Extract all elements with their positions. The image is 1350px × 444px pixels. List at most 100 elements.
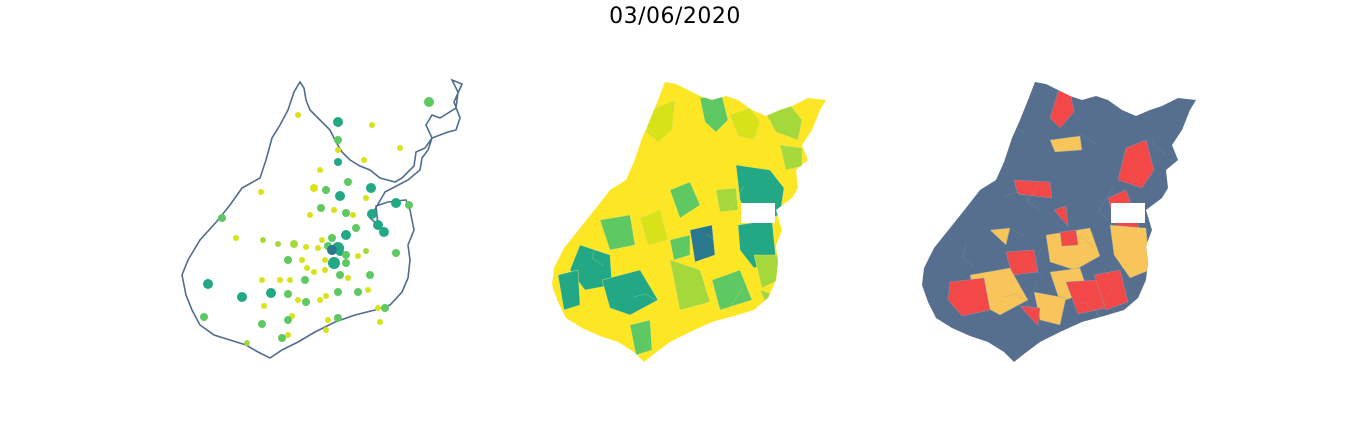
boundary-line [1077, 301, 1099, 313]
city-bubble [335, 191, 345, 201]
boundary-line [1151, 137, 1167, 155]
city-bubble [375, 305, 381, 311]
city-bubble [341, 230, 351, 240]
city-bubble [342, 251, 350, 259]
boundary-line [587, 175, 601, 201]
municipality-region [599, 214, 636, 251]
city-bubble [277, 277, 283, 283]
boundary-line [1076, 132, 1097, 145]
boundary-line [922, 82, 931, 91]
city-bubble [284, 290, 292, 298]
boundary-line [659, 349, 673, 362]
boundary-line [593, 142, 607, 165]
city-bubble [317, 297, 323, 303]
city-bubble [315, 245, 321, 251]
city-bubble [391, 198, 401, 208]
city-bubble [336, 248, 344, 256]
city-bubble [259, 277, 265, 283]
city-bubble [381, 304, 389, 312]
city-bubble [392, 249, 400, 257]
city-bubble [266, 288, 276, 298]
city-bubble [323, 293, 329, 299]
city-bubble [285, 332, 291, 338]
boundary-line [817, 283, 826, 293]
categorical-choropleth-panel [922, 82, 1196, 362]
city-bubble [397, 145, 403, 151]
city-bubble [367, 209, 377, 219]
boundary-line [704, 334, 723, 349]
city-bubble [328, 257, 340, 269]
boundary-line [1003, 191, 1031, 201]
city-bubble [311, 269, 317, 275]
municipality-region [1045, 227, 1101, 271]
boundary-line [661, 248, 675, 277]
boundary-line [706, 132, 727, 145]
city-bubble [334, 288, 342, 296]
boundary-line [1150, 238, 1165, 257]
city-bubble [369, 122, 375, 128]
boundary-line [1186, 115, 1196, 125]
city-bubble [363, 248, 369, 254]
city-bubble [284, 316, 292, 324]
city-bubble [350, 212, 356, 218]
state-outline [181, 78, 464, 359]
city-bubble [307, 212, 313, 218]
boundary-line [816, 115, 826, 125]
city-bubble [317, 167, 323, 173]
city-bubble [336, 271, 344, 279]
boundary-line [1027, 180, 1041, 211]
region-layer [922, 82, 1196, 362]
boundary-line [705, 233, 725, 247]
boundary-line [1075, 233, 1095, 247]
city-bubble [299, 257, 305, 263]
municipality-region [989, 227, 1011, 246]
city-bubble [322, 257, 328, 263]
city-bubble [302, 298, 310, 306]
boundary-line [1097, 185, 1115, 221]
missing-data-area [1111, 203, 1145, 223]
boundary-line [1188, 181, 1196, 192]
city-bubble [405, 201, 413, 209]
boundary-line [1149, 340, 1163, 359]
municipality-region [639, 209, 669, 246]
municipality-region [1053, 205, 1069, 227]
city-bubble [310, 184, 318, 192]
figure-title: 03/06/2020 [609, 4, 741, 29]
city-bubble [319, 237, 325, 243]
boundary-line [1025, 281, 1039, 313]
boundary-line [707, 301, 729, 313]
city-bubble [200, 313, 208, 321]
boundary-line [957, 175, 971, 201]
city-bubble [379, 227, 389, 237]
municipality-region [669, 259, 711, 311]
municipality-region [669, 181, 701, 219]
city-bubble [260, 237, 266, 243]
city-bubble [325, 317, 331, 323]
municipality-region [689, 224, 716, 263]
boundary-line [963, 142, 977, 165]
municipality-region [601, 269, 659, 316]
city-bubble [218, 214, 226, 222]
city-bubble [354, 288, 362, 296]
municipality-region [569, 244, 613, 291]
boundary-line [1187, 283, 1196, 293]
city-bubble [366, 271, 374, 279]
city-bubble [373, 220, 383, 230]
boundary-line [552, 82, 561, 91]
city-bubble [278, 334, 286, 342]
boundary-line [589, 344, 603, 362]
boundary-line [591, 243, 605, 267]
city-bubble [323, 327, 329, 333]
boundary-line [1031, 248, 1045, 277]
boundary-line [818, 181, 826, 192]
municipality-region [715, 187, 739, 213]
municipality-region [629, 319, 653, 356]
boundary-line [1002, 293, 1029, 303]
city-bubble [342, 259, 350, 267]
city-bubble [295, 112, 301, 118]
municipality-region [557, 269, 581, 311]
city-bubble [258, 189, 264, 195]
city-bubble [290, 240, 298, 248]
city-bubble [261, 303, 267, 309]
bubble-layer [200, 97, 434, 346]
